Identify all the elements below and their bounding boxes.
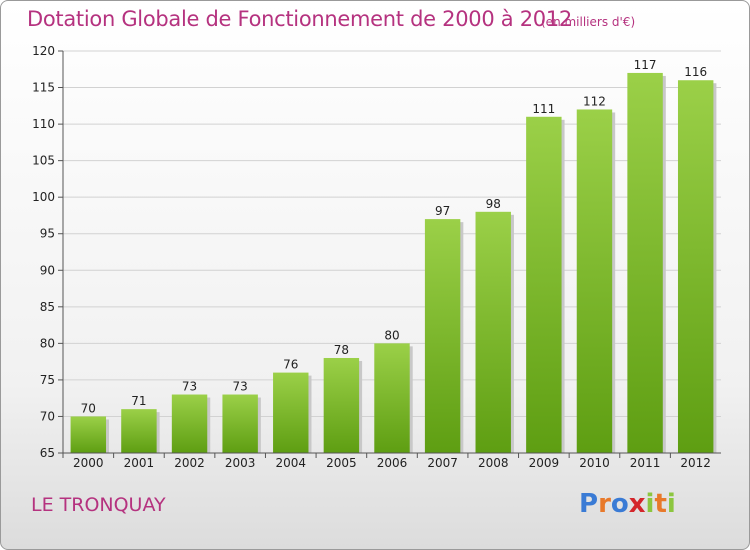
- y-tick-label: 115: [32, 81, 55, 95]
- x-tick-label: 2001: [124, 456, 155, 470]
- bar: [424, 219, 461, 453]
- logo-letter: i: [666, 489, 676, 519]
- logo-letter: o: [610, 489, 629, 519]
- chart-title: Dotation Globale de Fonctionnement de 20…: [27, 7, 572, 31]
- y-tick-label: 120: [32, 44, 55, 58]
- x-tick-label: 2012: [680, 456, 711, 470]
- bar-value-label: 73: [182, 380, 197, 394]
- x-tick-label: 2010: [579, 456, 610, 470]
- logo-letter: P: [579, 489, 599, 519]
- bar-value-label: 97: [435, 204, 450, 218]
- bar-value-label: 117: [634, 58, 657, 72]
- y-tick-label: 100: [32, 190, 55, 204]
- x-tick-label: 2007: [427, 456, 458, 470]
- bar-value-label: 78: [334, 343, 349, 357]
- x-tick-label: 2000: [73, 456, 104, 470]
- bar: [677, 80, 714, 454]
- logo-letter: r: [598, 489, 611, 519]
- y-tick-label: 70: [40, 409, 55, 423]
- bar: [576, 109, 613, 454]
- bar: [374, 343, 410, 453]
- x-tick-label: 2005: [326, 456, 357, 470]
- bar-value-label: 76: [283, 358, 298, 372]
- x-tick-label: 2008: [478, 456, 509, 470]
- y-tick-label: 95: [40, 227, 55, 241]
- bar-value-label: 116: [684, 65, 707, 79]
- bar-value-label: 73: [233, 380, 248, 394]
- bar-value-label: 111: [532, 102, 555, 116]
- logo-letter: x: [628, 489, 646, 519]
- x-tick-label: 2011: [630, 456, 661, 470]
- bar: [273, 372, 309, 453]
- bar: [121, 409, 157, 453]
- logo-letter: t: [654, 489, 667, 519]
- bar-value-label: 80: [384, 328, 399, 342]
- bar: [475, 211, 511, 453]
- logo-letter: i: [645, 489, 655, 519]
- x-tick-label: 2003: [225, 456, 256, 470]
- x-tick-label: 2004: [275, 456, 306, 470]
- y-tick-label: 110: [32, 117, 55, 131]
- commune-name: LE TRONQUAY: [31, 494, 166, 516]
- x-tick-label: 2009: [529, 456, 560, 470]
- bar: [323, 357, 360, 453]
- bar: [222, 394, 258, 453]
- bar-value-label: 70: [81, 401, 96, 415]
- bar-value-label: 112: [583, 94, 606, 108]
- bars: 70 71 73 73 76 78 80 97 98 111 112 117 116: [70, 58, 717, 454]
- bar: [70, 416, 107, 453]
- y-tick-label: 65: [40, 446, 55, 460]
- y-tick-label: 90: [40, 263, 55, 277]
- y-tick-label: 85: [40, 300, 55, 314]
- bar: [526, 116, 562, 454]
- x-tick-label: 2006: [377, 456, 408, 470]
- y-tick-label: 105: [32, 154, 55, 168]
- bar: [627, 72, 663, 453]
- y-tick-label: 75: [40, 373, 55, 387]
- y-tick-label: 80: [40, 336, 55, 350]
- axes: 65 70 75 80 85 90 95 100 105 110 115 120 2000 2001 200…: [32, 44, 721, 470]
- bar: [171, 394, 208, 453]
- bar-value-label: 98: [486, 197, 501, 211]
- bar-value-label: 71: [131, 394, 146, 408]
- chart-units: (en milliers d'€): [541, 15, 636, 29]
- proxiti-logo: Proxiti: [579, 489, 676, 519]
- x-tick-label: 2002: [174, 456, 205, 470]
